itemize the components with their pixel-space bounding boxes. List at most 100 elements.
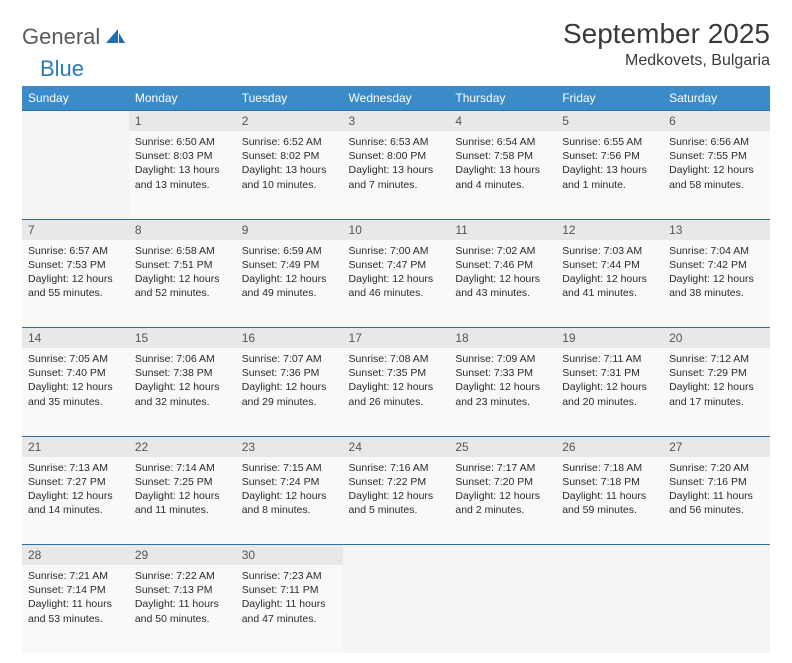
sunrise-line: Sunrise: 7:16 AM: [349, 461, 444, 475]
day-cell: Sunrise: 6:56 AMSunset: 7:55 PMDaylight:…: [663, 131, 770, 219]
sunrise-line: Sunrise: 6:50 AM: [135, 135, 230, 149]
sunrise-line: Sunrise: 7:00 AM: [349, 244, 444, 258]
daylight-line: Daylight: 12 hours and 35 minutes.: [28, 380, 123, 408]
day-number: 22: [129, 436, 236, 457]
day-cell: Sunrise: 7:20 AMSunset: 7:16 PMDaylight:…: [663, 457, 770, 545]
daylight-line: Daylight: 13 hours and 7 minutes.: [349, 163, 444, 191]
day-body-row: Sunrise: 6:50 AMSunset: 8:03 PMDaylight:…: [22, 131, 770, 219]
daylight-line: Daylight: 12 hours and 52 minutes.: [135, 272, 230, 300]
weekday-header: Wednesday: [343, 86, 450, 111]
day-cell: Sunrise: 6:59 AMSunset: 7:49 PMDaylight:…: [236, 240, 343, 328]
sunset-line: Sunset: 7:11 PM: [242, 583, 337, 597]
day-cell: Sunrise: 7:00 AMSunset: 7:47 PMDaylight:…: [343, 240, 450, 328]
daylight-line: Daylight: 12 hours and 14 minutes.: [28, 489, 123, 517]
empty-daynum: [663, 545, 770, 566]
sunrise-line: Sunrise: 7:02 AM: [455, 244, 550, 258]
sunrise-line: Sunrise: 6:59 AM: [242, 244, 337, 258]
weekday-header: Friday: [556, 86, 663, 111]
daylight-line: Daylight: 13 hours and 1 minute.: [562, 163, 657, 191]
empty-daycell: [343, 565, 450, 653]
daylight-line: Daylight: 13 hours and 4 minutes.: [455, 163, 550, 191]
daylight-line: Daylight: 12 hours and 29 minutes.: [242, 380, 337, 408]
day-number: 12: [556, 219, 663, 240]
month-title: September 2025: [563, 18, 770, 50]
sunrise-line: Sunrise: 6:54 AM: [455, 135, 550, 149]
sunset-line: Sunset: 7:56 PM: [562, 149, 657, 163]
sunset-line: Sunset: 7:51 PM: [135, 258, 230, 272]
daylight-line: Daylight: 12 hours and 55 minutes.: [28, 272, 123, 300]
logo-word1: General: [22, 24, 100, 50]
weekday-header: Thursday: [449, 86, 556, 111]
empty-daynum: [449, 545, 556, 566]
sunset-line: Sunset: 7:13 PM: [135, 583, 230, 597]
weekday-header: Monday: [129, 86, 236, 111]
day-number: 8: [129, 219, 236, 240]
day-body-row: Sunrise: 7:05 AMSunset: 7:40 PMDaylight:…: [22, 348, 770, 436]
day-cell: Sunrise: 7:12 AMSunset: 7:29 PMDaylight:…: [663, 348, 770, 436]
sunrise-line: Sunrise: 7:03 AM: [562, 244, 657, 258]
empty-daycell: [663, 565, 770, 653]
sunrise-line: Sunrise: 6:53 AM: [349, 135, 444, 149]
sunset-line: Sunset: 8:02 PM: [242, 149, 337, 163]
day-number-row: 14151617181920: [22, 328, 770, 349]
sunrise-line: Sunrise: 7:18 AM: [562, 461, 657, 475]
sunrise-line: Sunrise: 7:15 AM: [242, 461, 337, 475]
daylight-line: Daylight: 11 hours and 56 minutes.: [669, 489, 764, 517]
weekday-header: Sunday: [22, 86, 129, 111]
day-number: 29: [129, 545, 236, 566]
day-cell: Sunrise: 7:08 AMSunset: 7:35 PMDaylight:…: [343, 348, 450, 436]
day-number: 20: [663, 328, 770, 349]
sunrise-line: Sunrise: 7:21 AM: [28, 569, 123, 583]
day-cell: Sunrise: 7:15 AMSunset: 7:24 PMDaylight:…: [236, 457, 343, 545]
sunset-line: Sunset: 7:22 PM: [349, 475, 444, 489]
sunrise-line: Sunrise: 7:17 AM: [455, 461, 550, 475]
day-cell: Sunrise: 7:05 AMSunset: 7:40 PMDaylight:…: [22, 348, 129, 436]
sunset-line: Sunset: 7:35 PM: [349, 366, 444, 380]
sunset-line: Sunset: 8:03 PM: [135, 149, 230, 163]
sunset-line: Sunset: 7:31 PM: [562, 366, 657, 380]
daylight-line: Daylight: 12 hours and 2 minutes.: [455, 489, 550, 517]
day-cell: Sunrise: 7:04 AMSunset: 7:42 PMDaylight:…: [663, 240, 770, 328]
day-cell: Sunrise: 7:18 AMSunset: 7:18 PMDaylight:…: [556, 457, 663, 545]
sunrise-line: Sunrise: 7:14 AM: [135, 461, 230, 475]
daylight-line: Daylight: 12 hours and 49 minutes.: [242, 272, 337, 300]
day-cell: Sunrise: 7:06 AMSunset: 7:38 PMDaylight:…: [129, 348, 236, 436]
day-number: 13: [663, 219, 770, 240]
sunset-line: Sunset: 7:47 PM: [349, 258, 444, 272]
sunrise-line: Sunrise: 7:07 AM: [242, 352, 337, 366]
daylight-line: Daylight: 12 hours and 46 minutes.: [349, 272, 444, 300]
daylight-line: Daylight: 12 hours and 41 minutes.: [562, 272, 657, 300]
daylight-line: Daylight: 12 hours and 26 minutes.: [349, 380, 444, 408]
sunrise-line: Sunrise: 7:06 AM: [135, 352, 230, 366]
daylight-line: Daylight: 12 hours and 38 minutes.: [669, 272, 764, 300]
day-number: 24: [343, 436, 450, 457]
sunset-line: Sunset: 7:27 PM: [28, 475, 123, 489]
day-number: 15: [129, 328, 236, 349]
day-body-row: Sunrise: 6:57 AMSunset: 7:53 PMDaylight:…: [22, 240, 770, 328]
logo: General: [22, 24, 128, 50]
weekday-header-row: SundayMondayTuesdayWednesdayThursdayFrid…: [22, 86, 770, 111]
daylight-line: Daylight: 13 hours and 13 minutes.: [135, 163, 230, 191]
day-number: 30: [236, 545, 343, 566]
day-cell: Sunrise: 7:17 AMSunset: 7:20 PMDaylight:…: [449, 457, 556, 545]
sunrise-line: Sunrise: 7:05 AM: [28, 352, 123, 366]
sunrise-line: Sunrise: 6:52 AM: [242, 135, 337, 149]
day-cell: Sunrise: 7:22 AMSunset: 7:13 PMDaylight:…: [129, 565, 236, 653]
day-number: 21: [22, 436, 129, 457]
empty-daynum: [556, 545, 663, 566]
day-number-row: 282930: [22, 545, 770, 566]
daylight-line: Daylight: 13 hours and 10 minutes.: [242, 163, 337, 191]
day-body-row: Sunrise: 7:13 AMSunset: 7:27 PMDaylight:…: [22, 457, 770, 545]
sunrise-line: Sunrise: 6:58 AM: [135, 244, 230, 258]
sunrise-line: Sunrise: 7:22 AM: [135, 569, 230, 583]
day-cell: Sunrise: 7:21 AMSunset: 7:14 PMDaylight:…: [22, 565, 129, 653]
day-number: 25: [449, 436, 556, 457]
sunrise-line: Sunrise: 7:12 AM: [669, 352, 764, 366]
day-number: 10: [343, 219, 450, 240]
sunset-line: Sunset: 7:29 PM: [669, 366, 764, 380]
weekday-header: Saturday: [663, 86, 770, 111]
day-number: 6: [663, 111, 770, 132]
sunset-line: Sunset: 7:20 PM: [455, 475, 550, 489]
day-cell: Sunrise: 7:13 AMSunset: 7:27 PMDaylight:…: [22, 457, 129, 545]
sunset-line: Sunset: 7:49 PM: [242, 258, 337, 272]
